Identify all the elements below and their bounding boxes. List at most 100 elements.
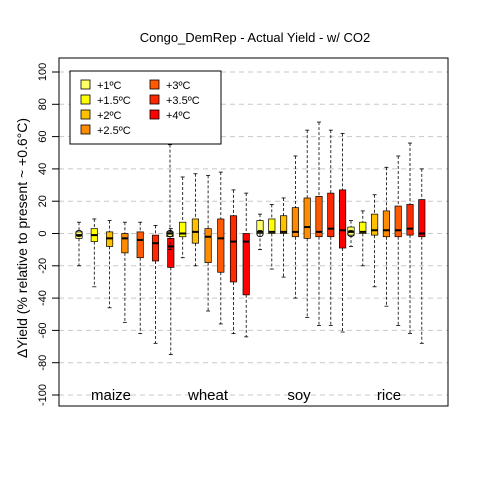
legend-label: +4ºC [166,110,191,122]
y-tick-label: -100 [37,384,49,406]
box-body [303,197,311,239]
box-body [394,205,402,238]
legend-item: +4ºC [149,109,191,122]
group-label-rice: rice [377,387,401,404]
legend-swatch [80,124,91,135]
box-soy-5 [303,129,311,318]
legend-label: +1.5ºC [97,95,131,107]
plot-frame [58,57,449,407]
box-maize-7 [167,228,175,356]
box-rice-6 [406,142,414,335]
y-axis-label: ΔYield (% relative to present ~ +0.6°C) [14,118,30,358]
legend-item: +3.5ºC [149,94,200,107]
legend-box [69,70,222,145]
box-wheat-7 [242,192,250,338]
legend-swatch [80,79,91,90]
legend-swatch [80,109,91,120]
chart-title: Congo_DemRep - Actual Yield - w/ CO2 [140,30,371,45]
box-body [256,220,264,234]
box-body [327,192,335,238]
y-tick-label: 100 [37,63,49,81]
box-body [204,228,212,263]
box-rice-7 [418,168,426,344]
group-label-soy: soy [287,387,311,404]
box-maize-5 [136,221,144,335]
legend-swatch [149,94,160,105]
y-tick-label: 20 [37,195,49,207]
box-wheat-2 [179,176,187,259]
y-tick-label: -80 [37,355,49,371]
box-wheat-4 [204,174,212,312]
y-tick-label: 60 [37,130,49,142]
box-body [418,199,426,238]
group-labels: maize wheat soy rice [91,387,401,404]
box-body [229,215,238,283]
box-body [242,233,250,296]
box-soy-1 [256,213,264,251]
box-soy-7 [327,129,335,326]
box-body [291,207,299,238]
y-tick-label: 80 [37,98,49,110]
box-maize-2 [90,218,98,288]
box-wheat-6 [229,189,238,335]
legend-label: +1ºC [97,80,122,92]
box-soy-4 [291,155,299,299]
box-series [75,121,426,356]
legend-label: +3.5ºC [166,95,200,107]
box-body [268,218,276,234]
zero-marker [166,229,174,238]
box-body [382,210,390,238]
legend: +1ºC +1.5ºC +2ºC +2.5ºC +3ºC +3.5ºC +4ºC [69,70,222,145]
legend-label: +2ºC [97,110,122,122]
box-wheat-1 [166,144,174,251]
box-soy-6 [315,121,323,326]
box-body [315,196,323,238]
legend-item: +2ºC [80,109,122,122]
box-body [371,213,379,236]
zero-marker [256,229,264,238]
y-tick-label: 0 [37,230,49,236]
legend-swatch [80,94,91,105]
box-rice-1 [347,220,355,247]
box-rice-5 [394,155,402,326]
box-wheat-3 [191,173,199,267]
zero-marker [75,229,83,238]
legend-item: +2.5ºC [80,124,131,137]
box-body [136,231,144,259]
box-rice-3 [371,194,379,288]
legend-item: +1.5ºC [80,94,131,107]
box-soy-8 [339,132,347,333]
box-rice-4 [382,166,390,307]
box-maize-1 [75,221,83,267]
group-label-wheat: wheat [187,387,229,404]
legend-swatch [149,79,160,90]
box-soy-2 [268,204,276,270]
y-tick-label: -40 [37,290,49,306]
box-body [359,221,367,234]
y-tick-label: -20 [37,258,49,274]
box-body [406,204,414,236]
box-body [151,234,160,262]
y-axis: -100 -80 -60 -40 -20 0 20 40 60 80 100 [37,63,60,406]
legend-item: +3ºC [149,79,191,92]
legend-item: +1ºC [80,79,122,92]
box-maize-3 [106,220,114,309]
box-body [339,189,347,249]
group-label-maize: maize [91,387,131,404]
box-soy-3 [280,197,288,278]
y-tick-label: 40 [37,163,49,175]
legend-swatch [149,109,160,120]
box-maize-4 [121,221,129,323]
box-body [217,218,225,273]
box-body [167,237,175,268]
box-maize-6 [151,225,160,344]
box-wheat-5 [217,171,225,325]
box-body [280,215,288,234]
box-body [179,221,187,238]
y-tick-label: -60 [37,322,49,338]
legend-label: +3ºC [166,80,191,92]
box-body [121,233,129,254]
box-rice-2 [359,210,367,267]
